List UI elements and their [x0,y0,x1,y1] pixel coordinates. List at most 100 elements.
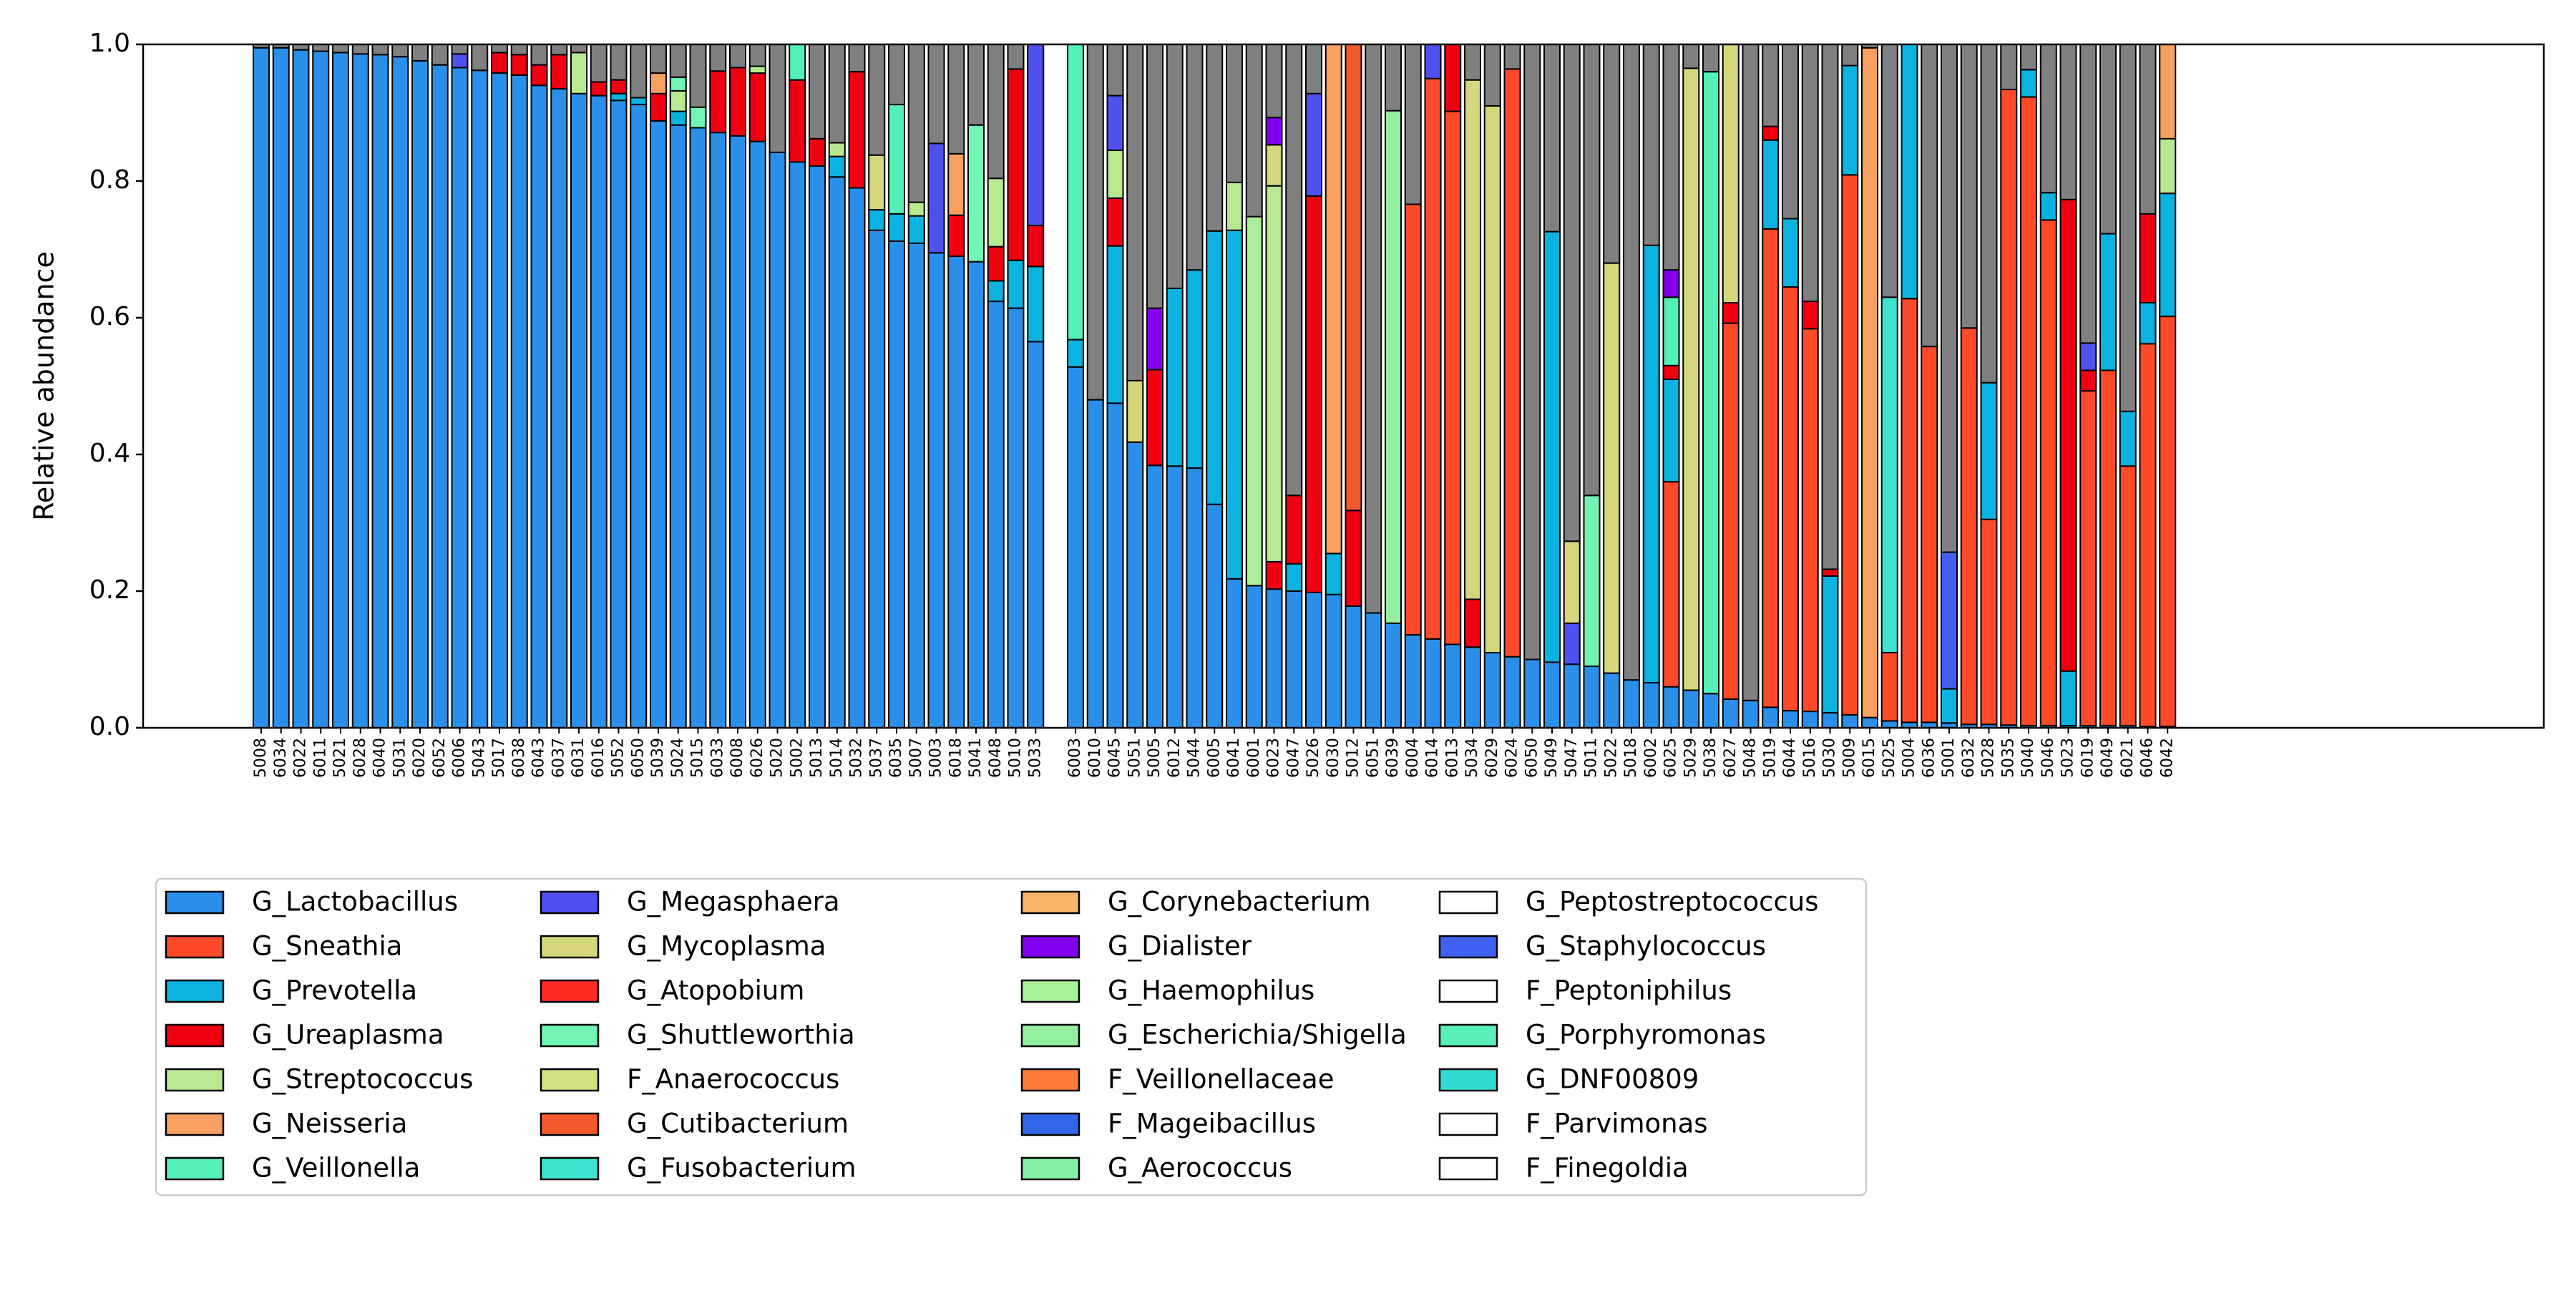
bar-segment-other [769,44,786,153]
bar-segment [510,74,528,729]
bar-segment [1801,711,1819,729]
bar-segment [1682,689,1700,729]
x-tick-label: 5008 [252,738,270,778]
bar-segment [1067,366,1084,729]
x-tick-label: 5015 [689,738,707,778]
bar-segment [590,94,608,729]
bar-segment [2000,89,2018,726]
x-tick-label: 6049 [2099,738,2117,778]
x-tick-label: 5029 [1682,738,1699,778]
bar-segment [1444,110,1462,646]
bar-segment [947,152,965,216]
bar-segment [1265,117,1283,146]
bar-segment [1385,622,1402,729]
bar-segment-other [848,44,866,73]
x-tick-label: 6050 [1523,738,1541,778]
bar-segment [1126,379,1144,443]
y-tick-label: 0.8 [89,165,130,195]
bar-segment-other [1086,44,1104,401]
bar-segment-other [491,44,508,54]
bar-segment [2119,410,2137,467]
bar-segment [1821,711,1839,729]
bar-segment [967,124,985,263]
bar-segment [967,260,985,729]
bar-segment [1841,174,1859,716]
x-tick-label: 5003 [927,738,945,778]
bar-segment [1722,44,1740,303]
bar-segment [1623,679,1640,729]
bar-segment-other [1265,44,1283,119]
bar-segment-other [1523,44,1541,661]
legend-label: F_Anaerococcus [627,1064,839,1095]
bar-segment [1563,622,1581,666]
bar-segment [550,54,568,90]
bar-segment-other [1583,44,1601,497]
bar-segment [1682,67,1700,691]
bar-segment [1583,666,1601,729]
bar-segment-other [927,44,945,145]
bar-segment [828,176,846,729]
bar-segment [1841,713,1859,729]
bar-segment [2079,390,2097,727]
bar-segment [2020,69,2037,98]
bar-segment [1921,346,1938,724]
bar-segment [1285,590,1303,729]
bar-segment-other [1007,44,1025,70]
bar-segment [1365,612,1382,729]
bar-segment-other [1880,44,1898,298]
legend-swatch [540,890,600,915]
legend-swatch [165,935,225,959]
x-tick-label: 5028 [1980,738,1998,778]
legend-label: G_Sneathia [252,931,402,962]
bar-segment-other [689,44,707,108]
x-tick-label: 6038 [510,738,528,778]
x-tick-label: 6026 [748,738,766,778]
x-tick-label: 6019 [2079,738,2097,778]
bar-segment [1285,495,1303,565]
legend-swatch [1438,935,1498,959]
bar-segment [292,49,310,729]
bar-segment [669,89,687,112]
x-tick-label: 6029 [1483,738,1501,778]
x-tick-label: 6006 [451,738,469,778]
legend-label: G_Aerococcus [1108,1153,1292,1184]
bar-segment [1186,269,1204,469]
x-tick-label: 6018 [947,738,965,778]
bar-segment [1880,720,1898,729]
legend-label: G_Porphyromonas [1526,1020,1766,1051]
x-tick-label: 6011 [311,738,329,778]
bar-segment [669,110,687,126]
bar-segment [987,301,1005,729]
x-tick-label: 5031 [391,738,409,778]
x-tick-label: 6052 [431,738,449,778]
legend-label: F_Finegoldia [1526,1153,1689,1184]
bar-segment [1444,643,1462,729]
bar-segment-other [1662,44,1680,271]
bar-segment [2159,316,2177,728]
bar-segment-other [630,44,648,99]
bar-segment-other [451,44,469,55]
x-tick-label: 6050 [629,738,647,778]
legend-label: F_Parvimonas [1526,1109,1708,1139]
bar-segment [1245,585,1263,729]
bar-segment [868,209,886,231]
x-tick-label: 5052 [610,738,628,778]
x-tick-label: 6034 [272,738,290,778]
bar-segment [907,242,925,729]
bar-segment [1067,338,1084,368]
legend-swatch [165,979,225,1003]
bar-segment [789,44,806,81]
x-tick-label: 6013 [1443,738,1461,778]
x-tick-label: 6025 [1662,738,1680,778]
x-tick-label: 6040 [371,738,389,778]
bar-segment [1345,510,1362,608]
x-tick-label: 6032 [1960,738,1978,778]
bar-segment [1265,560,1283,590]
bar-segment-other [2119,44,2137,412]
bar-segment [1166,287,1184,467]
bar-segment [2139,301,2157,345]
x-tick-label: 5009 [1840,738,1858,778]
bar-segment [1265,144,1283,187]
x-tick-label: 5013 [808,738,826,778]
